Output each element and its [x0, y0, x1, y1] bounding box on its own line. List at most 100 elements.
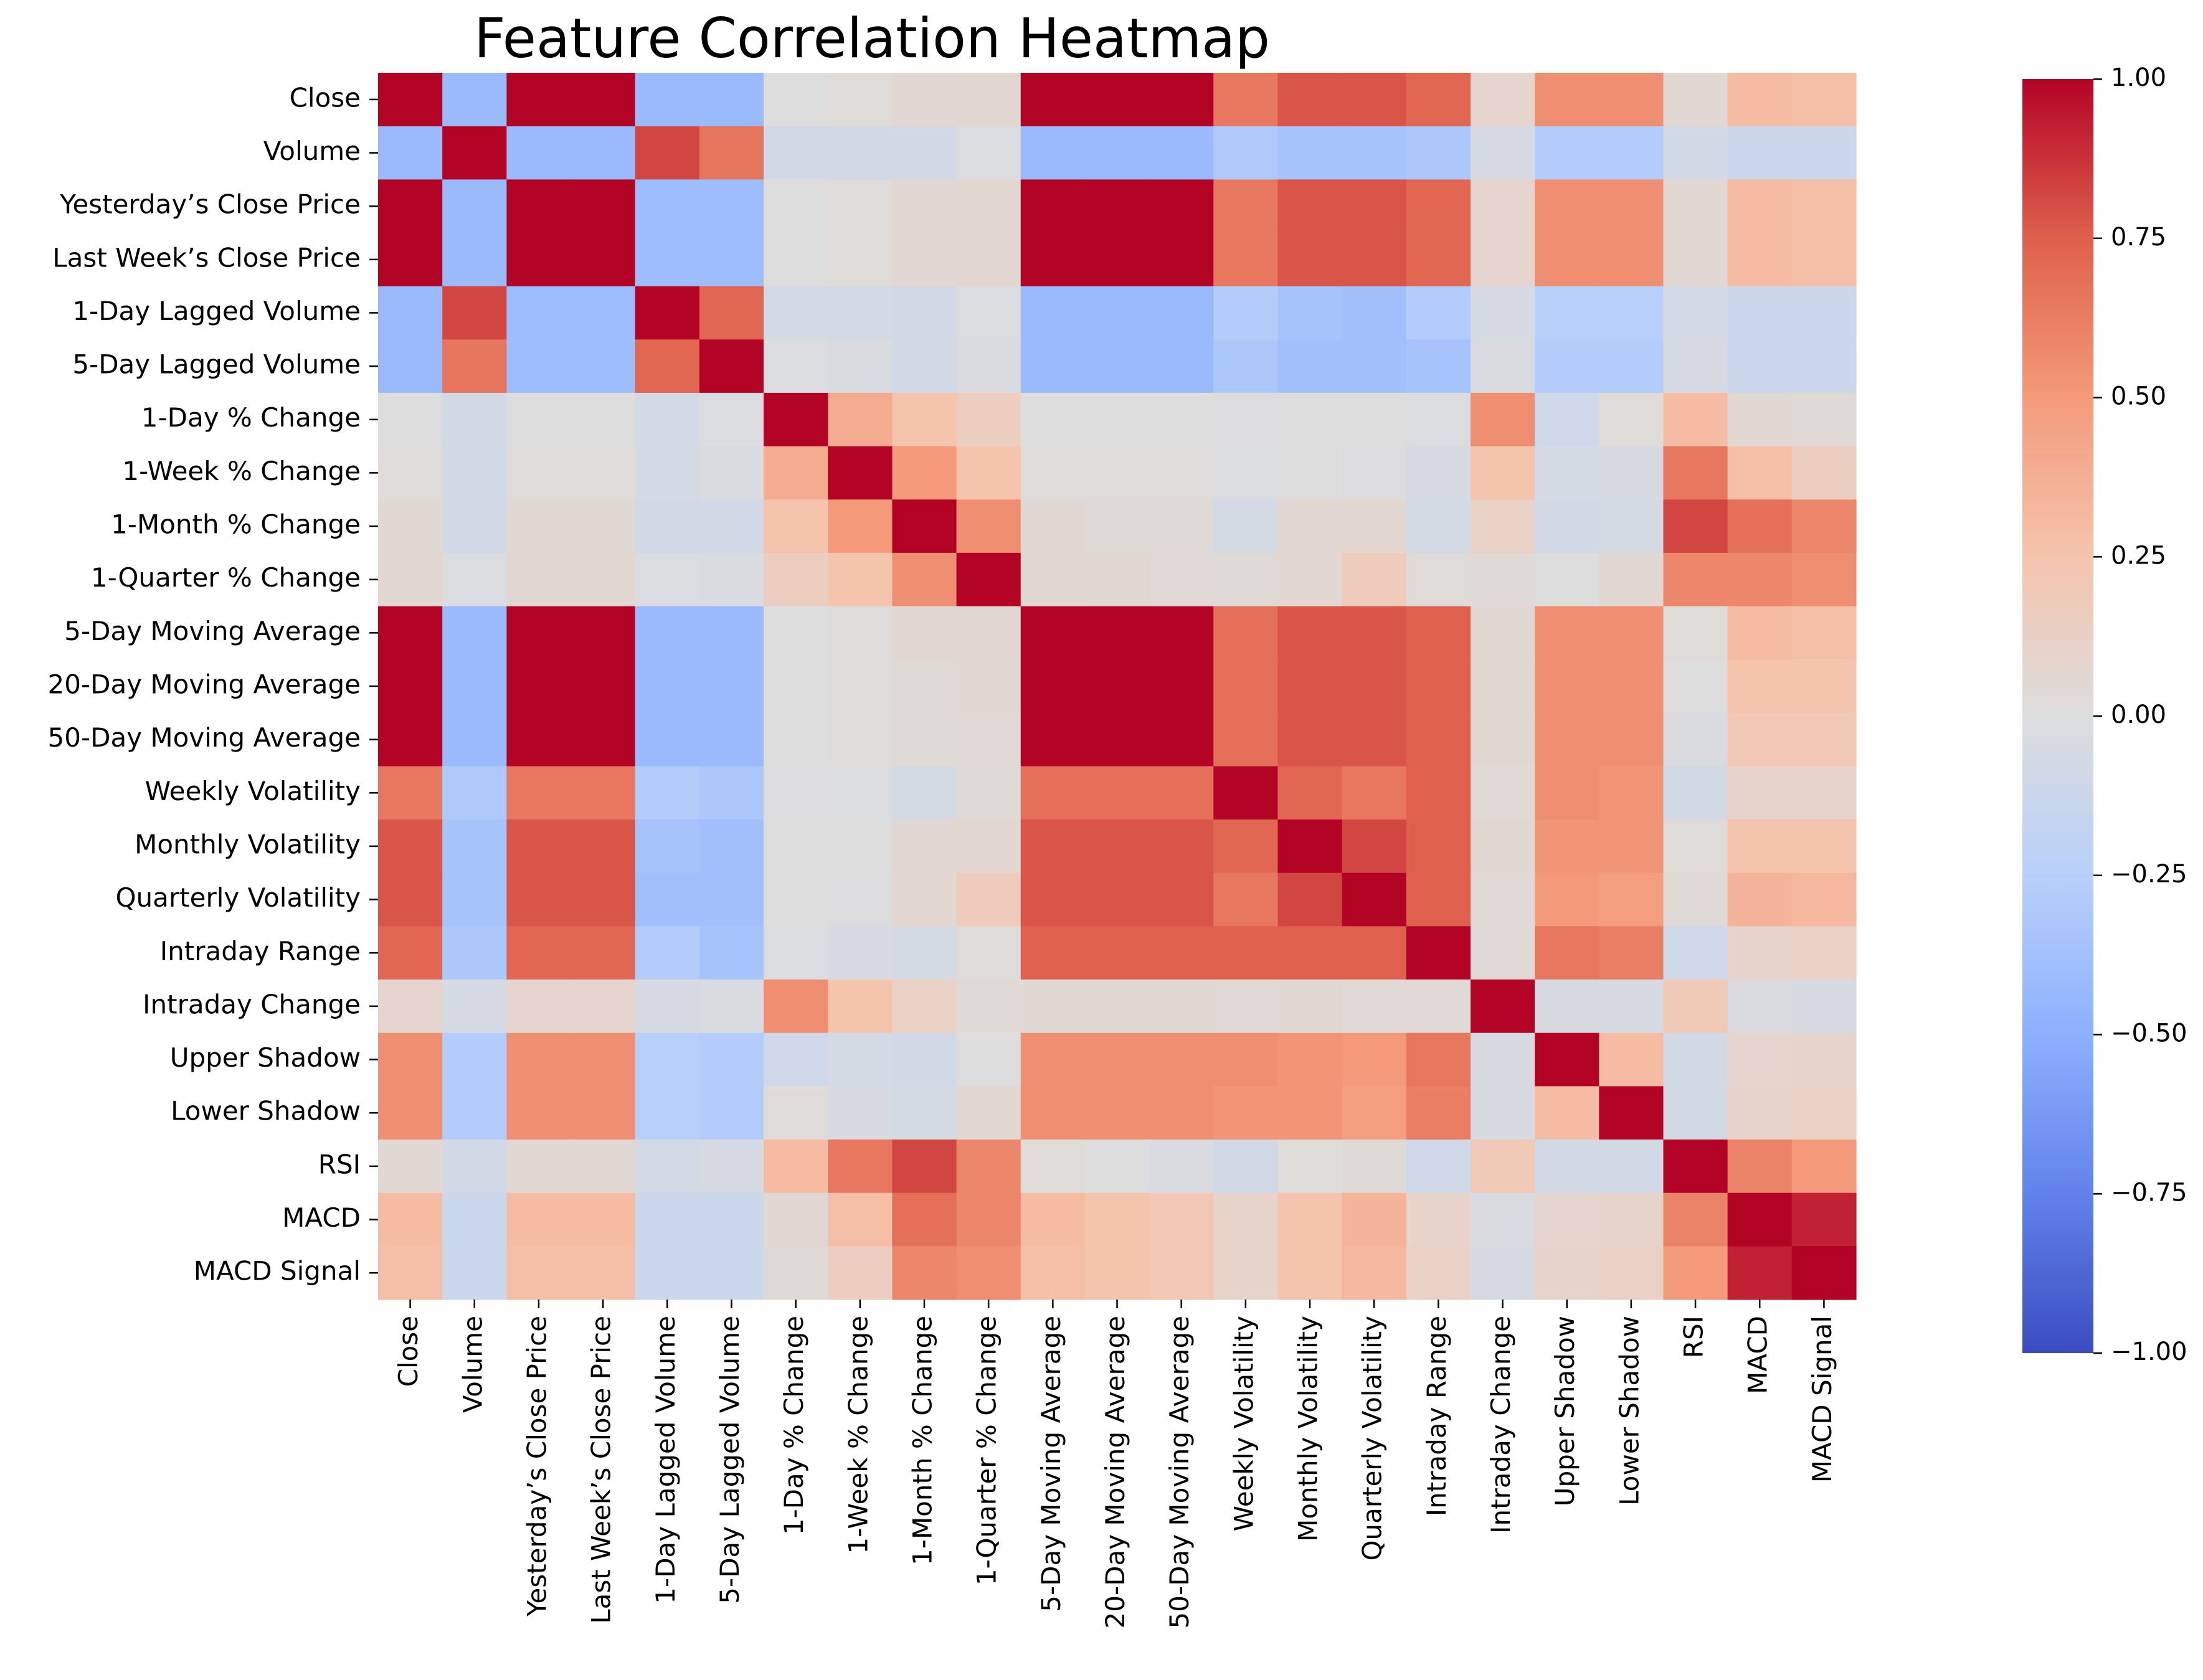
heatmap-cell	[506, 392, 572, 447]
heatmap-cell	[1535, 979, 1599, 1034]
heatmap-cell	[635, 552, 700, 607]
heatmap-cell	[828, 552, 893, 607]
heatmap-cell	[956, 179, 1021, 234]
heatmap-cell	[1535, 712, 1599, 767]
column-label: Close	[393, 1316, 424, 1387]
heatmap-cell	[1277, 1192, 1343, 1247]
heatmap-cell	[1727, 232, 1793, 287]
column-label: Lower Shadow	[1614, 1316, 1644, 1506]
heatmap-cell	[442, 659, 507, 714]
heatmap-cell	[1342, 979, 1407, 1034]
heatmap-cell	[1791, 446, 1857, 500]
heatmap-cell	[1599, 1032, 1664, 1087]
row-label: 5-Day Lagged Volume	[72, 349, 361, 380]
column-label: Yesterday’s Close Price	[521, 1316, 552, 1617]
heatmap-cell	[1535, 1032, 1599, 1087]
heatmap-cell	[1599, 1192, 1664, 1247]
column-label: Monthly Volatility	[1293, 1316, 1324, 1542]
heatmap-cell	[1470, 232, 1535, 287]
chart-title: Feature Correlation Heatmap	[474, 6, 1270, 70]
heatmap-cell	[1791, 552, 1857, 607]
heatmap-cell	[571, 979, 636, 1034]
heatmap-cell	[1213, 232, 1279, 287]
heatmap-cell	[571, 872, 636, 927]
colorbar-tick-label: 0.50	[2111, 382, 2166, 411]
heatmap-cell	[442, 499, 507, 554]
heatmap-cell	[1727, 766, 1793, 820]
colorbar-tick-label: 0.00	[2111, 701, 2166, 729]
heatmap-cell	[442, 552, 507, 607]
heatmap-cell	[1149, 552, 1214, 607]
heatmap-cell	[1084, 659, 1150, 714]
column-label: Last Week’s Close Price	[586, 1316, 617, 1624]
heatmap-cell	[1663, 73, 1728, 127]
row-label: MACD Signal	[194, 1256, 361, 1286]
heatmap-cell	[442, 926, 507, 980]
heatmap-cell	[1727, 659, 1793, 714]
heatmap-cell	[1084, 1246, 1150, 1300]
heatmap-cell	[1791, 659, 1857, 714]
row-label: 1-Month % Change	[111, 509, 361, 540]
heatmap-cell	[378, 1140, 443, 1194]
heatmap-cell	[1663, 339, 1728, 394]
column-label: 5-Day Moving Average	[1036, 1316, 1066, 1612]
heatmap-cell	[1149, 1140, 1214, 1194]
heatmap-cell	[1277, 339, 1343, 394]
heatmap-cell	[1342, 1192, 1407, 1247]
heatmap-cell	[956, 1246, 1021, 1300]
heatmap-cell	[764, 712, 828, 767]
heatmap-cell	[571, 232, 636, 287]
heatmap-cell	[1149, 1086, 1214, 1140]
heatmap-cell	[892, 659, 957, 714]
heatmap-cell	[1791, 126, 1857, 180]
heatmap-cell	[1791, 339, 1857, 394]
heatmap-cell	[1727, 552, 1793, 607]
heatmap-cell	[1020, 1032, 1086, 1087]
heatmap-cell	[1663, 1192, 1728, 1247]
heatmap-cell	[1535, 179, 1599, 234]
heatmap-cell	[892, 872, 957, 927]
heatmap-cell	[764, 339, 828, 394]
heatmap-cell	[506, 1192, 572, 1247]
heatmap-cell	[764, 926, 828, 980]
heatmap-cell	[378, 872, 443, 927]
heatmap-cell	[1342, 339, 1407, 394]
column-label: MACD Signal	[1807, 1316, 1837, 1483]
heatmap-cell	[1406, 819, 1471, 874]
heatmap-cell	[956, 499, 1021, 554]
heatmap-cell	[1277, 979, 1343, 1034]
heatmap-cell	[828, 606, 893, 660]
heatmap-cell	[1213, 1246, 1279, 1300]
heatmap-cell	[892, 606, 957, 660]
heatmap-cell	[1084, 232, 1150, 287]
heatmap-cell	[1149, 73, 1214, 127]
heatmap-cell	[1470, 712, 1535, 767]
heatmap-cell	[892, 286, 957, 340]
heatmap-cell	[571, 73, 636, 127]
heatmap-cell	[1406, 712, 1471, 767]
row-label: Yesterday’s Close Price	[59, 189, 361, 220]
heatmap-cell	[1084, 73, 1150, 127]
heatmap-cell	[828, 286, 893, 340]
heatmap-cell	[764, 392, 828, 447]
heatmap-cell	[442, 606, 507, 660]
heatmap-cell	[1599, 552, 1664, 607]
heatmap-cell	[699, 1140, 764, 1194]
heatmap-cell	[1149, 712, 1214, 767]
heatmap-cell	[892, 179, 957, 234]
heatmap-cell	[1277, 446, 1343, 500]
heatmap-cell	[699, 446, 764, 500]
heatmap-cell	[571, 1140, 636, 1194]
heatmap-cell	[1149, 872, 1214, 927]
heatmap-cell	[506, 339, 572, 394]
heatmap-cell	[956, 766, 1021, 820]
heatmap-cell	[506, 979, 572, 1034]
heatmap-cell	[1149, 1192, 1214, 1247]
heatmap-cell	[1727, 286, 1793, 340]
heatmap-cell	[699, 1086, 764, 1140]
heatmap-cell	[1084, 1086, 1150, 1140]
column-label: Volume	[457, 1316, 488, 1413]
heatmap-cell	[892, 499, 957, 554]
heatmap-cell	[378, 446, 443, 500]
heatmap-cell	[442, 126, 507, 180]
